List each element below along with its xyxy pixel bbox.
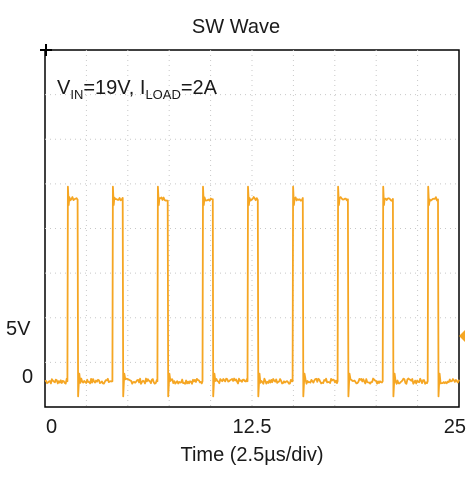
x-axis-label: Time (2.5µs/div)	[180, 444, 324, 466]
grid-lines	[45, 50, 459, 407]
x-tick-0: 0	[46, 416, 57, 438]
channel-level-marker	[459, 330, 465, 342]
y-tick-5v: 5V	[6, 318, 31, 340]
sw-wave-series	[44, 185, 460, 398]
vin-iload-annotation: VIN=19V, ILOAD=2A	[57, 77, 218, 102]
chart-title: SW Wave	[191, 16, 281, 38]
x-tick-25: 25	[444, 416, 466, 438]
y-tick-0: 0	[22, 366, 33, 388]
plot-frame	[44, 49, 460, 408]
trigger-marker	[40, 44, 52, 56]
x-tick-12-5: 12.5	[233, 416, 272, 438]
